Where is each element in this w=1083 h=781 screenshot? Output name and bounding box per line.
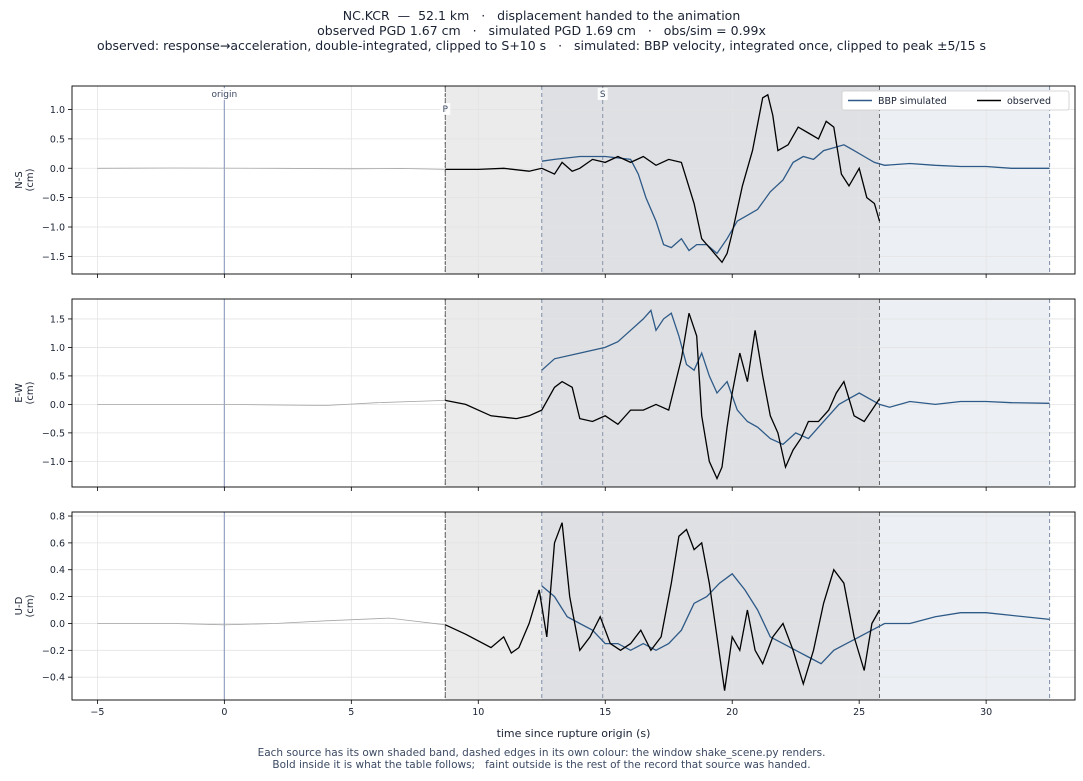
title-line-3: observed: response→acceleration, double-… — [96, 38, 987, 53]
y-tick-label: 0.2 — [50, 592, 65, 603]
y-tick-label: 0.0 — [50, 164, 65, 175]
y-axis-label-line: (cm) — [25, 381, 36, 404]
origin-marker-label: origin — [212, 90, 238, 100]
y-tick-label: 0.0 — [50, 400, 65, 411]
title-line-1: NC.KCR — 52.1 km · displacement handed t… — [342, 8, 741, 23]
legend-simulated-label: BBP simulated — [878, 96, 947, 107]
origin-label-bg — [207, 88, 242, 100]
legend: BBP simulated observed — [841, 90, 1070, 111]
y-axis-label: U-D(cm) — [14, 594, 36, 617]
x-tick-label: 30 — [980, 707, 992, 718]
faint-pre-trace — [97, 400, 446, 406]
y-tick-label: 1.5 — [50, 314, 65, 325]
chart-title: NC.KCR — 52.1 km · displacement handed t… — [0, 8, 1083, 53]
simulated-trace — [541, 309, 1050, 446]
overlap-window-band — [541, 86, 880, 274]
observed-window-band — [445, 86, 542, 274]
faint-pre-trace — [97, 167, 446, 170]
y-tick-label: 0.0 — [50, 619, 65, 630]
observed-trace — [445, 522, 881, 691]
y-axis-label-line: U-D — [14, 596, 25, 615]
simulated-trace — [541, 572, 1050, 665]
legend-observed-label: observed — [1007, 96, 1051, 107]
simulated-window-band — [879, 299, 1050, 487]
x-tick-label: 5 — [348, 707, 354, 718]
y-tick-label: 1.0 — [50, 105, 65, 116]
x-tick-label: 15 — [599, 707, 611, 718]
y-tick-label: 0.5 — [50, 371, 65, 382]
s-marker-label: S — [600, 90, 606, 100]
simulated-trace — [541, 144, 1050, 255]
y-axis-label-line: (cm) — [25, 168, 36, 191]
faint-pre-trace — [97, 617, 446, 626]
y-tick-label: −0.5 — [42, 428, 65, 439]
x-tick-label: −5 — [90, 707, 104, 718]
observed-window-band — [445, 299, 542, 487]
x-tick-label: 0 — [221, 707, 227, 718]
s-label-bg — [597, 88, 608, 100]
panel-frame — [71, 511, 1076, 701]
y-tick-label: 0.4 — [50, 565, 65, 576]
x-tick-label: 10 — [472, 707, 484, 718]
panel-frame — [71, 85, 1076, 275]
title-line-2: observed PGD 1.67 cm · simulated PGD 1.6… — [317, 23, 766, 38]
x-tick-label: 20 — [726, 707, 738, 718]
overlap-window-band — [541, 299, 880, 487]
y-axis-label: E-W(cm) — [14, 381, 36, 404]
panel-1: 1.5 1.0 0.5 0.0 −0.5 −1.0 E-W(cm) — [14, 298, 1076, 491]
simulated-window-band — [879, 512, 1050, 700]
panel-frame — [71, 298, 1076, 488]
footnote-line-1: Each source has its own shaded band, das… — [257, 747, 826, 759]
y-axis-label-line: E-W — [14, 383, 25, 403]
y-tick-label: −1.0 — [42, 457, 65, 468]
y-tick-label: −0.4 — [42, 673, 65, 684]
panel-2: 0.8 0.6 0.4 0.2 0.0 −0.2 −0.4 −5 0 5 10 15 20 25 30 U-D… — [14, 511, 1076, 718]
y-axis-label-line: N-S — [14, 171, 25, 188]
x-axis-label: time since rupture origin (s) — [497, 727, 651, 740]
panel-0: 1.0 0.5 0.0 −0.5 −1.0 −1.5 N-S(cm) origin P S BBP … — [14, 85, 1076, 278]
y-tick-label: −1.5 — [42, 252, 65, 263]
y-tick-label: 0.5 — [50, 134, 65, 145]
p-marker-label: P — [443, 105, 449, 115]
y-tick-label: −0.2 — [42, 646, 65, 657]
y-tick-label: 1.0 — [50, 343, 65, 354]
y-tick-label: −0.5 — [42, 193, 65, 204]
x-tick-label: 25 — [853, 707, 865, 718]
observed-window-band — [445, 512, 542, 700]
observed-trace — [445, 93, 881, 264]
p-label-bg — [440, 103, 451, 115]
y-axis-label: N-S(cm) — [14, 168, 36, 191]
y-axis-label-line: (cm) — [25, 594, 36, 617]
simulated-window-band — [879, 86, 1050, 274]
footnote: Each source has its own shaded band, das… — [0, 747, 1083, 771]
y-tick-label: 0.8 — [50, 512, 65, 523]
y-tick-label: −1.0 — [42, 223, 65, 234]
overlap-window-band — [541, 512, 880, 700]
legend-box — [841, 90, 1070, 111]
footnote-line-2: Bold inside it is what the table follows… — [272, 759, 811, 771]
y-tick-label: 0.6 — [50, 538, 65, 549]
observed-trace — [445, 312, 881, 481]
